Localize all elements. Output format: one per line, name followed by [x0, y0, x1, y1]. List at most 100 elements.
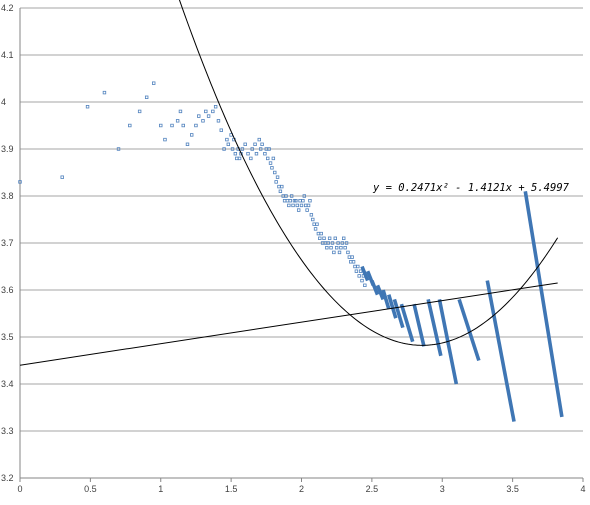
data-point [201, 119, 205, 123]
data-point [337, 250, 342, 255]
data-point [268, 161, 273, 165]
data-point [163, 137, 167, 142]
y-tick-label: 4 [1, 97, 6, 107]
data-point [342, 236, 346, 240]
data-point [211, 109, 215, 114]
data-point [226, 142, 231, 146]
data-point [144, 95, 149, 99]
data-point [284, 194, 288, 198]
y-tick-label: 3.4 [1, 379, 14, 389]
data-point [197, 114, 201, 118]
data-point [270, 166, 274, 170]
data-point [263, 151, 267, 156]
data-point [330, 241, 335, 245]
data-point [301, 198, 305, 203]
data-point [267, 147, 271, 151]
data-point [333, 236, 337, 240]
data-point [260, 142, 264, 146]
polynomial-trendline [178, 0, 559, 346]
x-tick-label: 1.5 [225, 484, 238, 494]
data-point [233, 151, 238, 156]
data-point [343, 245, 347, 250]
x-axis-ticks: 0 0.5 1 1.5 2 2.5 3 3.5 4 [17, 484, 585, 494]
bar-segment [387, 294, 398, 319]
data-point [278, 189, 283, 193]
data-point [322, 236, 326, 240]
data-point [312, 222, 316, 226]
data-point [339, 245, 343, 250]
data-point [254, 151, 259, 156]
data-point [204, 109, 208, 114]
data-point [102, 90, 107, 95]
data-point [152, 81, 156, 85]
data-point [190, 133, 194, 137]
data-point [318, 236, 322, 240]
trend-lines [19, 0, 559, 366]
x-tick-label: 0 [17, 484, 22, 494]
data-point [280, 184, 284, 189]
data-point [358, 269, 363, 273]
data-point [296, 208, 301, 212]
data-point [237, 156, 242, 161]
bar-segment [381, 289, 391, 310]
y-tick-label: 3.6 [1, 285, 14, 295]
data-point [18, 180, 22, 184]
data-point [288, 198, 292, 203]
data-point [319, 231, 323, 236]
data-point [306, 203, 311, 208]
data-point [326, 241, 330, 245]
data-point [329, 245, 333, 250]
data-point [230, 147, 235, 151]
data-point [313, 227, 318, 231]
bar-segments [360, 191, 564, 422]
data-point [128, 123, 132, 128]
bar-segment [399, 303, 415, 343]
data-point [275, 175, 280, 179]
x-tick-label: 1 [158, 484, 163, 494]
y-tick-label: 4.1 [1, 50, 14, 60]
bar-segment [426, 299, 443, 357]
data-point [253, 142, 257, 146]
data-point [246, 151, 250, 156]
bar-segment [375, 284, 385, 301]
data-point [116, 147, 121, 151]
data-point [85, 105, 90, 109]
data-point [225, 137, 229, 142]
scatter-points [18, 81, 367, 287]
y-tick-label: 3.7 [1, 238, 14, 248]
x-tick-label: 3.5 [506, 484, 519, 494]
data-point [309, 213, 314, 217]
data-point [363, 283, 367, 287]
data-point [257, 137, 261, 142]
data-point [344, 241, 349, 245]
data-point [219, 128, 223, 132]
x-tick-label: 2 [299, 484, 304, 494]
bar-segment [412, 303, 426, 347]
data-point [299, 203, 304, 208]
bar-segment [370, 279, 380, 296]
data-point [285, 198, 290, 203]
x-tick-label: 3 [440, 484, 445, 494]
data-point [258, 147, 263, 151]
data-point [266, 156, 270, 161]
data-point [308, 198, 312, 203]
data-point [273, 170, 277, 175]
data-point [354, 269, 359, 273]
data-point [291, 203, 295, 208]
data-point [346, 250, 350, 255]
data-point [311, 217, 315, 222]
data-point [249, 156, 253, 161]
data-point [298, 198, 302, 203]
data-point [353, 264, 357, 269]
data-point [274, 180, 278, 184]
data-point [349, 260, 353, 264]
data-point [170, 123, 174, 128]
data-point [360, 278, 364, 283]
y-axis-ticks: 3.2 3.3 3.4 3.5 3.6 3.7 3.8 3.9 4 4.1 4.2 [1, 3, 14, 483]
data-point [305, 208, 309, 212]
data-point [327, 236, 332, 240]
data-point [243, 142, 247, 146]
data-point [175, 119, 180, 123]
data-point [287, 203, 291, 208]
